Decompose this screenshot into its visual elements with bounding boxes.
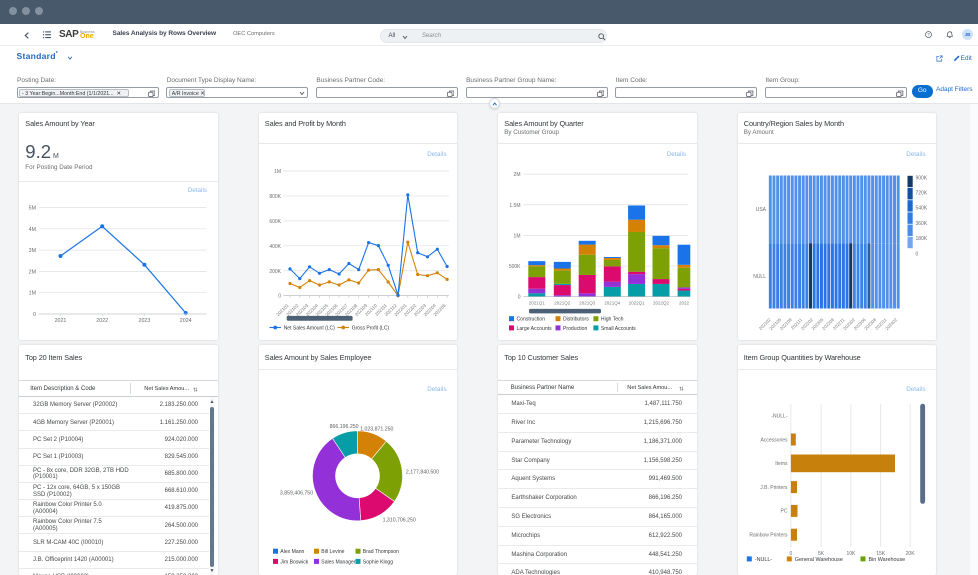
svg-text:0: 0	[278, 294, 281, 300]
svg-text:0: 0	[518, 295, 521, 301]
svg-text:Bin Warehouse: Bin Warehouse	[868, 556, 905, 562]
svg-text:2022Q1: 2022Q1	[629, 301, 646, 306]
svg-text:High Tech: High Tech	[601, 317, 624, 323]
svg-text:1,023,871.250: 1,023,871.250	[360, 426, 393, 432]
svg-text:2024: 2024	[180, 318, 192, 324]
svg-text:1.5M: 1.5M	[509, 203, 520, 209]
svg-text:2021Q1: 2021Q1	[529, 301, 546, 306]
svg-text:-NULL-: -NULL-	[754, 556, 772, 562]
svg-text:800K: 800K	[269, 194, 281, 200]
svg-text:4M: 4M	[29, 226, 36, 232]
svg-text:2022Q2: 2022Q2	[653, 301, 670, 306]
svg-text:2,177,840.500: 2,177,840.500	[405, 469, 438, 475]
svg-text:General Warehouse: General Warehouse	[794, 556, 842, 562]
svg-text:1M: 1M	[274, 169, 281, 175]
svg-text:PC: PC	[780, 508, 787, 514]
svg-text:10K: 10K	[846, 551, 856, 557]
svg-text:Alex Mann: Alex Mann	[280, 549, 304, 555]
svg-text:Bill Levine: Bill Levine	[321, 549, 344, 555]
svg-text:866,196.250: 866,196.250	[329, 424, 358, 430]
svg-text:2021Q2: 2021Q2	[554, 301, 571, 306]
svg-text:2022: 2022	[679, 301, 690, 306]
svg-text:400K: 400K	[269, 244, 281, 250]
svg-text:20K: 20K	[905, 551, 915, 557]
svg-text:540K: 540K	[915, 206, 927, 212]
svg-text:1,310,706.250: 1,310,706.250	[382, 517, 415, 523]
svg-text:0: 0	[33, 312, 36, 318]
svg-text:?: ?	[927, 32, 930, 37]
svg-text:1M: 1M	[29, 290, 36, 296]
svg-text:2M: 2M	[29, 269, 36, 275]
svg-text:2022: 2022	[96, 318, 108, 324]
svg-text:900K: 900K	[915, 175, 927, 181]
svg-text:J.B. Printers: J.B. Printers	[760, 484, 788, 490]
svg-text:500K: 500K	[509, 264, 521, 270]
svg-text:202402: 202402	[884, 317, 898, 331]
svg-text:3,859,406.750: 3,859,406.750	[279, 490, 312, 496]
svg-text:Distributors: Distributors	[563, 317, 589, 323]
svg-text:2021Q4: 2021Q4	[604, 301, 621, 306]
svg-text:Jim Boswick: Jim Boswick	[280, 559, 308, 565]
svg-text:5K: 5K	[818, 551, 825, 557]
svg-text:180K: 180K	[915, 236, 927, 242]
svg-text:2021: 2021	[55, 318, 67, 324]
svg-text:Items: Items	[775, 461, 788, 467]
svg-text:5M: 5M	[29, 205, 36, 211]
svg-text:600K: 600K	[269, 219, 281, 225]
svg-text:0: 0	[915, 251, 918, 257]
svg-text:-NULL-: -NULL-	[771, 413, 787, 419]
svg-text:USA: USA	[755, 207, 766, 213]
svg-text:15K: 15K	[876, 551, 886, 557]
svg-text:Sophie Klogg: Sophie Klogg	[362, 559, 392, 565]
svg-text:Accessories: Accessories	[760, 437, 787, 443]
svg-text:2M: 2M	[514, 172, 521, 178]
svg-text:Gross Profit (LC): Gross Profit (LC)	[351, 325, 389, 331]
svg-text:360K: 360K	[915, 221, 927, 227]
svg-text:200K: 200K	[269, 269, 281, 275]
svg-text:Production: Production	[563, 326, 588, 332]
svg-text:Net Sales Amount (LC): Net Sales Amount (LC)	[283, 325, 334, 331]
svg-text:Small Accounts: Small Accounts	[601, 326, 636, 332]
svg-text:2023: 2023	[139, 318, 151, 324]
svg-text:2021Q3: 2021Q3	[579, 301, 596, 306]
svg-text:3M: 3M	[29, 248, 36, 254]
svg-text:Rainbow Printers: Rainbow Printers	[749, 532, 788, 538]
svg-text:1M: 1M	[514, 233, 521, 239]
svg-text:Construction: Construction	[517, 317, 546, 323]
svg-text:NULL: NULL	[753, 274, 766, 280]
svg-text:720K: 720K	[915, 191, 927, 197]
svg-text:Large Accounts: Large Accounts	[517, 326, 553, 332]
svg-text:Brad Thompson: Brad Thompson	[362, 549, 398, 555]
svg-text:Sales Manager: Sales Manager	[321, 559, 356, 565]
svg-text:0: 0	[789, 551, 792, 557]
